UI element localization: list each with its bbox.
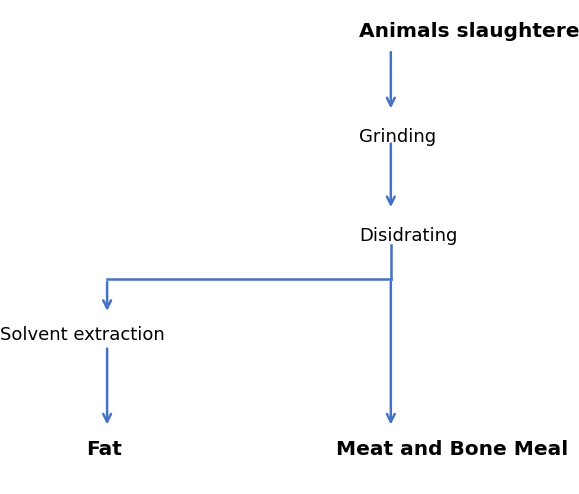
- Text: Meat and Bone Meal: Meat and Bone Meal: [336, 440, 568, 458]
- Text: Fat: Fat: [86, 440, 122, 458]
- Text: Disidrating: Disidrating: [359, 227, 457, 245]
- Text: Solvent extraction: Solvent extraction: [0, 326, 165, 344]
- Text: Grinding: Grinding: [359, 128, 436, 146]
- Text: Animals slaughtered: Animals slaughtered: [359, 22, 579, 41]
